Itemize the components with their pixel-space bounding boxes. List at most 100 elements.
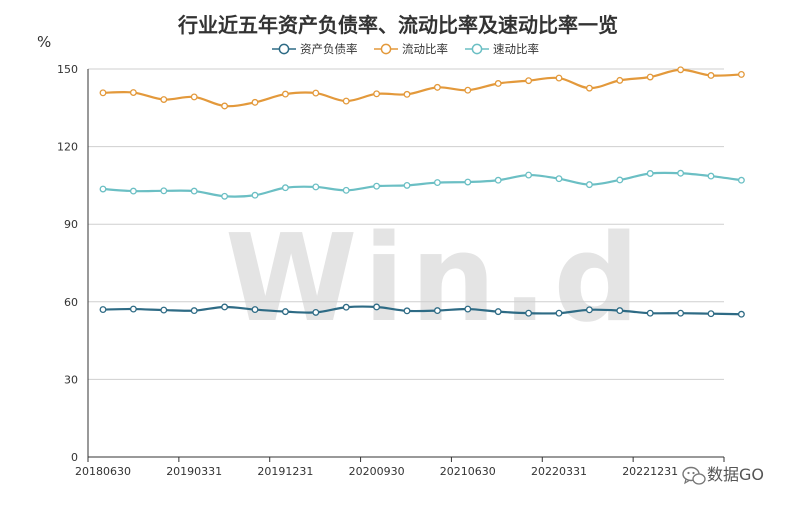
data-point — [646, 170, 654, 177]
data-point — [525, 77, 533, 85]
data-point — [129, 305, 137, 313]
data-point — [373, 303, 381, 311]
data-point — [646, 309, 654, 317]
data-point — [342, 303, 350, 311]
data-point — [494, 308, 502, 316]
data-point — [677, 309, 685, 317]
x-tick-label: 20221231 — [622, 465, 678, 478]
data-point — [373, 90, 381, 98]
data-point — [616, 307, 624, 315]
data-point — [403, 181, 411, 189]
data-point — [555, 74, 563, 82]
data-point — [342, 97, 350, 105]
wechat-icon — [682, 466, 706, 485]
chart-title: 行业近五年资产负债率、流动比率及速动比率一览 — [177, 13, 618, 37]
data-point — [494, 176, 502, 184]
data-point — [190, 187, 198, 195]
data-point — [373, 182, 381, 190]
data-point — [646, 73, 654, 81]
data-point — [737, 70, 745, 78]
data-point — [281, 90, 289, 98]
legend-item[interactable]: 速动比率 — [465, 42, 539, 56]
data-point — [677, 66, 685, 74]
legend-marker — [471, 43, 483, 55]
x-tick-label: 20200930 — [349, 465, 405, 478]
y-axis-unit: % — [37, 33, 51, 51]
data-point — [525, 171, 533, 179]
data-point — [585, 306, 593, 314]
watermark: Win.d — [225, 210, 645, 349]
series-3 — [99, 169, 745, 200]
x-axis: 20180630 20190331 20191231 20200930 20210630… — [75, 456, 725, 478]
data-point — [129, 89, 137, 96]
data-point — [403, 90, 411, 98]
data-point — [251, 191, 259, 199]
data-point — [190, 93, 198, 101]
x-tick-label: 20220331 — [531, 465, 587, 478]
data-point — [342, 186, 350, 194]
data-point — [160, 96, 168, 103]
legend-label: 资产负债率 — [300, 42, 358, 56]
data-point — [99, 185, 107, 193]
data-point — [707, 72, 715, 79]
legend-marker — [278, 43, 290, 55]
data-point — [616, 76, 624, 84]
data-point — [707, 310, 715, 318]
data-point — [312, 89, 320, 97]
data-point — [737, 310, 745, 318]
data-point — [281, 308, 289, 316]
series-1 — [99, 303, 745, 318]
data-point — [433, 307, 441, 315]
data-point — [251, 98, 259, 106]
data-point — [312, 183, 320, 191]
y-tick-label: 120 — [57, 141, 78, 154]
wechat-badge: 数据GO — [682, 465, 764, 485]
series-group — [99, 66, 745, 318]
data-point — [312, 308, 320, 316]
x-tick-label: 20180630 — [75, 465, 131, 478]
legend-marker — [380, 43, 392, 55]
data-point — [281, 184, 289, 192]
data-point — [251, 306, 259, 314]
wechat-account-name: 数据GO — [707, 465, 764, 484]
legend-label: 流动比率 — [402, 42, 448, 56]
data-point — [160, 306, 168, 314]
data-point — [585, 84, 593, 92]
data-point — [221, 303, 229, 311]
legend-item[interactable]: 资产负债率 — [272, 42, 358, 56]
data-point — [221, 192, 229, 200]
data-point — [99, 89, 107, 97]
data-point — [555, 175, 563, 183]
data-point — [707, 172, 715, 180]
legend-label: 速动比率 — [493, 42, 539, 56]
legend-item[interactable]: 流动比率 — [374, 42, 448, 56]
series-line — [102, 68, 742, 108]
data-point — [555, 309, 563, 317]
data-point — [464, 305, 472, 313]
data-point — [160, 187, 168, 195]
y-axis-ticks: 0 30 60 90 120 150 — [57, 63, 89, 464]
data-point — [433, 83, 441, 91]
data-point — [616, 176, 624, 184]
x-tick-label: 20210630 — [440, 465, 496, 478]
data-point — [190, 307, 198, 315]
data-point — [585, 181, 593, 189]
gridlines — [88, 68, 724, 380]
x-tick-label: 20190331 — [166, 465, 222, 478]
y-tick-label: 0 — [71, 451, 78, 464]
series-line — [102, 171, 742, 198]
data-point — [494, 80, 502, 87]
data-point — [433, 179, 441, 187]
data-point — [464, 178, 472, 186]
data-point — [403, 307, 411, 315]
legend: 资产负债率 流动比率 速动比率 — [272, 42, 539, 56]
y-tick-label: 30 — [64, 373, 78, 386]
x-tick-label: 20191231 — [257, 465, 313, 478]
data-point — [464, 86, 472, 94]
series-2 — [99, 66, 745, 110]
y-tick-label: 60 — [64, 296, 78, 309]
data-point — [221, 102, 229, 110]
data-point — [99, 306, 107, 314]
data-point — [677, 169, 685, 177]
